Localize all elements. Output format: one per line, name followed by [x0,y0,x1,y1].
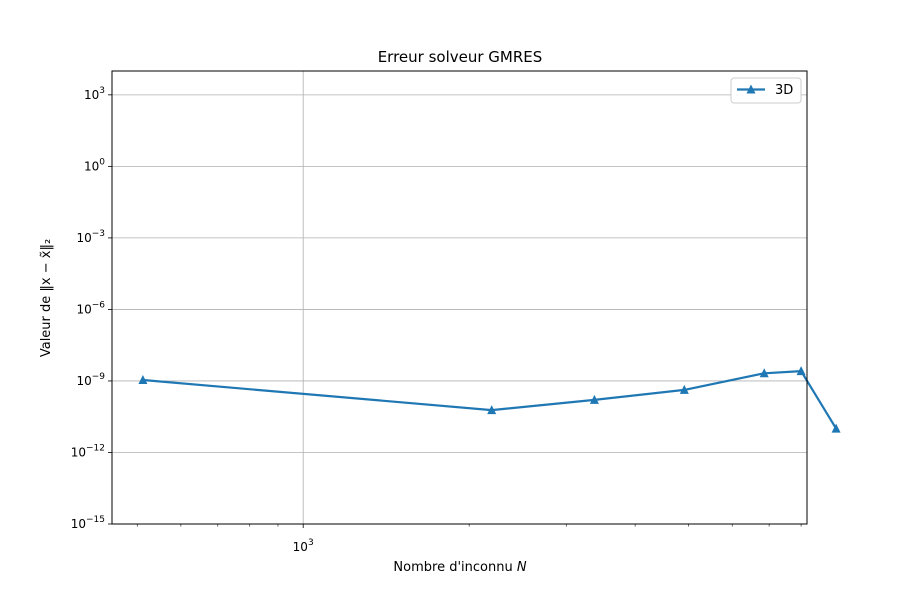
legend-label: 3D [775,83,793,98]
y-tick-label: 10−9 [76,372,105,388]
plot-frame [111,70,808,525]
y-tick-label: 10−6 [76,300,105,316]
series-group [138,366,841,433]
data-point-marker [759,368,769,378]
legend: 3D [730,77,802,104]
x-axis-ticks: 103 [293,524,314,554]
legend-box [730,77,802,104]
data-point-marker [589,394,599,404]
x-axis-label: Nombre d'inconnu N [393,560,526,575]
y-axis-ticks: 10−15 10−12 10−9 10−6 10−3 100 103 [71,86,112,531]
y-axis-label: Valeur de ‖x − x̃‖₂ [39,239,54,357]
data-point-marker [796,366,806,376]
y-tick-label: 10−3 [76,229,105,245]
data-point-marker [487,405,497,415]
chart-title: Erreur solveur GMRES [378,48,543,66]
y-tick-label: 103 [84,86,105,102]
y-axis-label-text: Valeur de ‖x − x̃‖₂ [39,239,54,357]
legend-marker [746,84,756,94]
grid-lines [112,71,807,525]
data-point-marker [679,384,689,394]
data-point-marker [138,375,148,384]
y-tick-label: 10−15 [71,515,105,531]
y-tick-label: 10−12 [71,443,105,459]
series-line [142,370,838,430]
y-tick-label: 100 [84,157,105,173]
x-tick-label: 103 [293,538,314,554]
data-point-marker [831,423,841,433]
x-axis-label-text: Nombre d'inconnu N [393,560,526,575]
